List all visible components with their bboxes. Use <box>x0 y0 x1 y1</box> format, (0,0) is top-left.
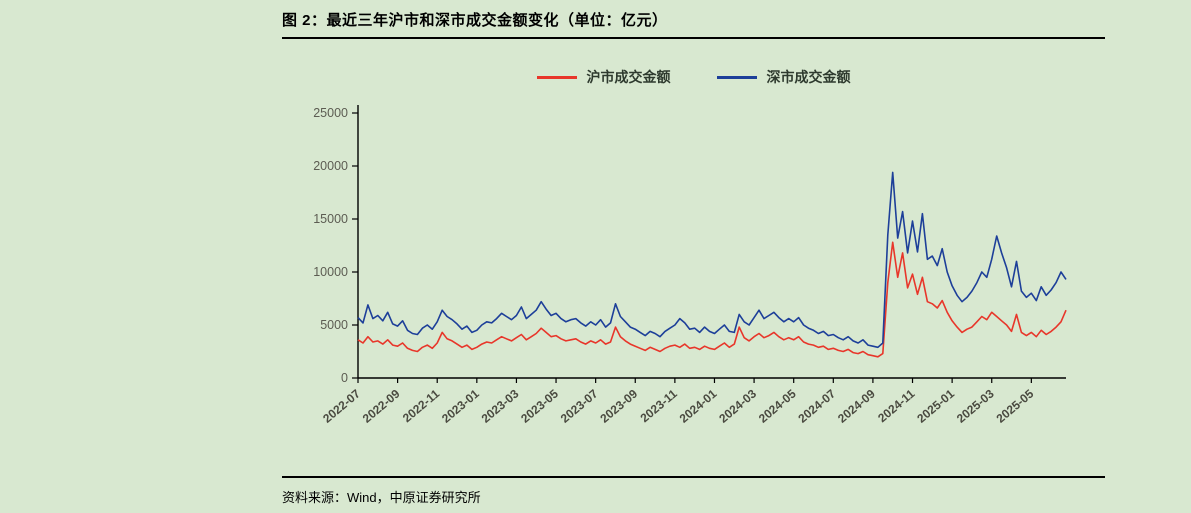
legend-item-shanghai: 沪市成交金额 <box>536 67 671 87</box>
x-tick-label: 2022-09 <box>360 386 403 425</box>
x-tick-label: 2023-03 <box>479 386 522 425</box>
y-tick-label: 10000 <box>313 265 348 279</box>
x-tick-label: 2023-05 <box>518 386 561 425</box>
x-tick-label: 2024-03 <box>716 386 759 425</box>
legend-label-shanghai: 沪市成交金额 <box>586 69 671 85</box>
x-tick-label: 2025-01 <box>914 386 957 425</box>
chart-legend: 沪市成交金额 深市成交金额 <box>282 67 1105 87</box>
x-tick-label: 2024-01 <box>677 386 720 425</box>
x-tick-label: 2024-05 <box>756 386 799 425</box>
x-tick-label: 2025-03 <box>954 386 997 425</box>
figure-title: 图 2：最近三年沪市和深市成交金额变化（单位：亿元） <box>282 12 668 29</box>
chart-svg: 05000100001500020000250002022-072022-092… <box>313 105 1067 426</box>
x-tick-label: 2025-05 <box>994 386 1037 425</box>
y-tick-label: 0 <box>341 371 348 385</box>
series-line-shenzhen <box>357 171 1067 349</box>
x-tick-label: 2024-11 <box>875 386 917 425</box>
y-tick-label: 25000 <box>313 106 348 120</box>
series-line-shanghai <box>357 241 1067 358</box>
shenzhen-line-swatch <box>716 75 757 79</box>
x-tick-label: 2023-09 <box>597 386 640 425</box>
x-tick-label: 2024-07 <box>795 386 838 425</box>
legend-item-shenzhen: 深市成交金额 <box>716 67 851 87</box>
shanghai-line-swatch <box>536 75 577 79</box>
figure-block: 图 2：最近三年沪市和深市成交金额变化（单位：亿元） 沪市成交金额 深市成交金额… <box>282 0 1105 513</box>
x-tick-label: 2024-09 <box>835 386 878 425</box>
y-tick-label: 5000 <box>320 318 348 332</box>
x-tick-label: 2022-07 <box>320 386 363 425</box>
y-tick-label: 15000 <box>313 212 348 226</box>
x-tick-label: 2023-11 <box>638 386 680 425</box>
source-bar: 资料来源：Wind，中原证券研究所 <box>282 476 1105 513</box>
figure-title-bar: 图 2：最近三年沪市和深市成交金额变化（单位：亿元） <box>282 0 1105 39</box>
legend-label-shenzhen: 深市成交金额 <box>766 69 851 85</box>
x-tick-label: 2022-11 <box>400 386 442 425</box>
y-tick-label: 20000 <box>313 159 348 173</box>
x-tick-label: 2023-07 <box>558 386 601 425</box>
x-tick-label: 2023-01 <box>439 386 482 425</box>
line-chart: 0 5000 10000 15000 20000 25000 2022-07 2022-09 2… <box>296 95 1105 452</box>
source-text: 资料来源：Wind，中原证券研究所 <box>282 490 481 505</box>
